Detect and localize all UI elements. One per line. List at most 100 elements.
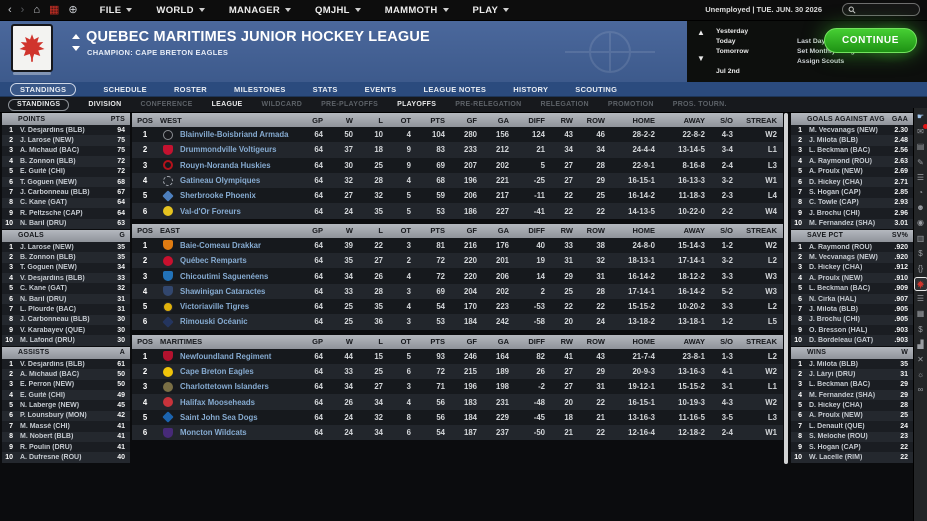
column-header-ga[interactable]: GA [497,226,509,236]
column-header-ot[interactable]: OT [400,115,411,125]
column-header-away[interactable]: AWAY [683,115,705,125]
leader-row[interactable]: 10 A. Dufresne (ROU) 40 [2,452,130,463]
leader-row[interactable]: 4 M. Fernandez (SHA) 29 [791,389,913,401]
leader-row[interactable]: 5 C. Kane (GAT) 32 [2,283,130,294]
leader-name[interactable]: M. Nobert (BLB) [20,433,74,441]
pos-column-header[interactable]: POS [137,226,153,236]
leader-row[interactable]: 2 A. Michaud (BAC) 50 [2,369,130,380]
home-icon[interactable]: ⌂ [33,3,40,16]
team-name-link[interactable]: Gatineau Olympiques [180,176,261,186]
leader-row[interactable]: 7 S. Hogan (CAP) 2.85 [791,187,913,198]
column-header-row[interactable]: ROW [586,115,605,125]
leader-row[interactable]: 7 J. Carbonneau (BLB) 67 [2,187,130,198]
leader-row[interactable]: 4 V. Desjardins (BLB) 33 [2,273,130,284]
leader-name[interactable]: T. Goguen (NEW) [20,178,77,186]
team-name-link[interactable]: Moncton Wildcats [180,428,247,438]
menu-play[interactable]: PLAY [473,5,510,16]
leader-name[interactable]: É. Perron (NEW) [20,381,75,389]
tab-schedule[interactable]: SCHEDULE [103,84,147,94]
leader-name[interactable]: C. Kane (GAT) [20,285,67,293]
team-row[interactable]: 1 Newfoundland Regiment 64 44 15 5 93 246 164 82… [132,348,783,364]
day-label[interactable]: Yesterday [716,28,749,35]
leader-name[interactable]: S. Hogan (CAP) [809,189,861,197]
column-header-l[interactable]: L [378,337,383,347]
menu-world[interactable]: WORLD [156,5,205,16]
leader-name[interactable]: A. Michaud (BAC) [20,147,80,155]
leader-name[interactable]: S. Hogan (CAP) [809,443,861,451]
leader-row[interactable]: 8 S. Meloche (ROU) 23 [791,431,913,442]
contracts-icon[interactable]: $ [918,248,923,258]
column-header-w[interactable]: W [345,115,353,125]
store-icon[interactable]: ▦ [49,3,60,16]
leader-row[interactable]: 6 N. Cirka (HAL) .907 [791,293,913,305]
web-icon[interactable]: ⊕ [68,3,78,16]
leader-name[interactable]: A. Raymond (ROU) [809,243,872,251]
tab-milestones[interactable]: MILESTONES [234,84,286,94]
leader-name[interactable]: D. Hickey (CHA) [809,402,863,410]
menu-manager[interactable]: MANAGER [229,5,291,16]
leader-name[interactable]: M. Fernandez (SHA) [809,391,876,399]
tab-events[interactable]: EVENTS [364,84,397,94]
leader-row[interactable]: 3 A. Michaud (BAC) 75 [2,145,130,157]
leader-name[interactable]: J. Larose (NEW) [20,137,74,145]
leader-row[interactable]: 1 J. Milota (BLB) 35 [791,358,913,370]
team-name-link[interactable]: Cape Breton Eagles [180,367,254,376]
leader-row[interactable]: 3 L. Beckman (BAC) 29 [791,379,913,390]
leader-name[interactable]: P. Lounsbury (MON) [20,412,87,420]
leader-row[interactable]: 5 É. Guité (CHI) 72 [2,166,130,177]
team-name-link[interactable]: Rouyn-Noranda Huskies [180,160,271,170]
leader-name[interactable]: J. Milota (BLB) [809,305,858,313]
code-icon[interactable]: {} [917,263,924,273]
leader-name[interactable]: D. Bordeleau (GAT) [809,337,874,345]
leader-name[interactable]: V. Karabayev (QUE) [20,326,86,334]
leader-name[interactable]: M. Vecvanags (NEW) [809,253,878,261]
leader-name[interactable]: S. Meloche (ROU) [809,433,868,441]
leader-name[interactable]: C. Kane (GAT) [20,199,67,207]
column-header-ga[interactable]: GA [497,337,509,347]
leaderboard-header[interactable]: POINTS PTS [2,113,130,125]
day-label[interactable]: Today [716,38,736,45]
division-name[interactable]: WEST [160,115,182,125]
leader-name[interactable]: R. Poulin (DRU) [20,443,73,451]
team-name-link[interactable]: Drummondville Voltigeurs [180,145,277,155]
leader-row[interactable]: 2 J. Láryi (DRU) 31 [791,369,913,380]
team-row[interactable]: 4 Shawinigan Cataractes 64 33 28 3 69 204 202 2 2… [132,283,783,299]
team-row[interactable]: 5 Sherbrooke Phoenix 64 27 32 5 59 206 217 -11 22… [132,188,783,204]
column-header-home[interactable]: HOME [632,226,656,236]
leader-name[interactable]: É. Guité (CHI) [20,391,66,399]
leader-name[interactable]: J. Brochu (CHI) [809,316,860,324]
team-name-link[interactable]: Chicoutimi Saguenéens [180,271,269,281]
leader-name[interactable]: D. Hickey (CHA) [809,264,863,272]
leader-name[interactable]: N. Baril (DRU) [20,295,67,303]
team-name-link[interactable]: Victoriaville Tigres [180,302,250,312]
sticks-icon[interactable]: ✕ [917,355,924,364]
leader-name[interactable]: O. Bresson (HAL) [809,326,868,334]
leader-row[interactable]: 2 J. Milota (BLB) 2.48 [791,135,913,146]
team-row[interactable]: 6 Rimouski Océanic 64 25 36 3 53 184 242 -58 20 24… [132,314,783,330]
idea-icon[interactable]: ◉ [917,218,924,228]
leader-row[interactable]: 5 A. Proulx (NEW) 2.69 [791,166,913,177]
leader-row[interactable]: 7 L. Denault (QUE) 24 [791,421,913,432]
leader-name[interactable]: V. Desjardins (BLB) [20,360,85,368]
pos-column-header[interactable]: POS [137,337,153,347]
schedule-icon[interactable]: ▦ [916,309,925,319]
column-header-pts[interactable]: PTS [430,337,445,347]
leader-row[interactable]: 9 V. Karabayev (QUE) 30 [2,325,130,336]
clock-icon[interactable]: ◔ [918,187,923,197]
team-name-link[interactable]: Rimouski Océanic [180,317,248,327]
leader-name[interactable]: J. Milota (BLB) [809,360,858,368]
column-header-home[interactable]: HOME [632,337,656,347]
leader-row[interactable]: 7 L. Plourde (BAC) 31 [2,304,130,315]
column-header-pts[interactable]: PTS [430,115,445,125]
column-header-gp[interactable]: GP [312,226,323,236]
leader-row[interactable]: 5 N. Laberge (NEW) 45 [2,400,130,411]
leader-name[interactable]: J. Carbonneau (BLB) [20,316,90,324]
column-header-pts[interactable]: PTS [430,226,445,236]
team-row[interactable]: 3 Chicoutimi Saguenéens 64 34 26 4 72 220 206 14… [132,268,783,284]
subtab-pre-relegation[interactable]: PRE-RELEGATION [455,101,522,108]
back-icon[interactable]: ‹ [8,3,12,16]
leaderboard-header[interactable]: WINS W [791,346,913,359]
leader-row[interactable]: 10 M. Fernandez (SHA) 3.01 [791,218,913,229]
column-header-streak[interactable]: STREAK [746,337,777,347]
leaderboard-header[interactable]: SAVE PCT SV% [791,229,913,242]
